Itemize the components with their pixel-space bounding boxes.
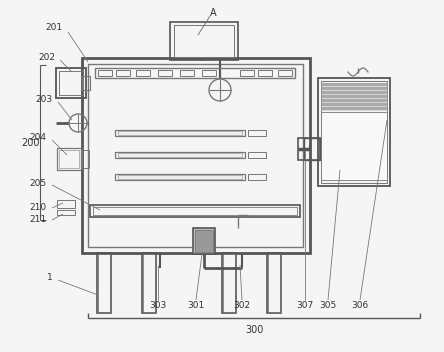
Bar bbox=[278, 70, 292, 76]
Bar bbox=[98, 70, 112, 76]
Bar bbox=[174, 25, 234, 57]
Text: 301: 301 bbox=[187, 302, 205, 310]
Bar bbox=[97, 253, 111, 313]
Bar bbox=[240, 70, 254, 76]
Text: 203: 203 bbox=[35, 94, 52, 103]
Bar bbox=[98, 254, 110, 312]
Bar bbox=[136, 70, 150, 76]
Bar bbox=[143, 254, 155, 312]
Text: 211: 211 bbox=[29, 215, 46, 225]
Bar bbox=[158, 70, 172, 76]
Bar bbox=[82, 58, 310, 253]
Bar bbox=[195, 230, 213, 252]
Bar bbox=[142, 253, 156, 313]
Bar bbox=[223, 254, 235, 312]
Text: 305: 305 bbox=[319, 302, 337, 310]
Text: 306: 306 bbox=[351, 302, 369, 310]
Text: 201: 201 bbox=[45, 24, 62, 32]
Bar bbox=[95, 68, 295, 78]
Bar bbox=[193, 228, 215, 254]
Bar bbox=[258, 70, 272, 76]
Bar bbox=[318, 78, 390, 186]
Bar bbox=[170, 22, 238, 60]
Bar bbox=[248, 174, 266, 180]
Bar bbox=[202, 70, 216, 76]
Text: 307: 307 bbox=[297, 302, 313, 310]
Text: A: A bbox=[210, 8, 216, 18]
Bar bbox=[57, 200, 75, 208]
Text: 300: 300 bbox=[245, 325, 263, 335]
Bar bbox=[88, 64, 303, 247]
Bar bbox=[118, 131, 242, 135]
Bar bbox=[321, 81, 387, 183]
Bar bbox=[267, 253, 281, 313]
Bar bbox=[59, 150, 79, 168]
Text: 303: 303 bbox=[149, 302, 166, 310]
Text: 202: 202 bbox=[38, 52, 55, 62]
Bar bbox=[268, 254, 280, 312]
Bar bbox=[118, 153, 242, 157]
Bar bbox=[115, 152, 245, 158]
Bar bbox=[59, 71, 83, 95]
Bar bbox=[56, 68, 86, 98]
Bar bbox=[115, 130, 245, 136]
Text: 1: 1 bbox=[47, 274, 53, 283]
Bar bbox=[57, 148, 81, 170]
Bar bbox=[116, 70, 130, 76]
Text: 205: 205 bbox=[29, 178, 46, 188]
Bar bbox=[115, 174, 245, 180]
Text: 200: 200 bbox=[21, 138, 39, 148]
Bar bbox=[93, 207, 297, 215]
Bar bbox=[248, 130, 266, 136]
Bar bbox=[248, 152, 266, 158]
Bar bbox=[82, 150, 89, 168]
Text: 210: 210 bbox=[29, 202, 46, 212]
Text: 204: 204 bbox=[29, 132, 46, 142]
Bar bbox=[90, 205, 300, 217]
Bar bbox=[321, 112, 387, 180]
Bar bbox=[118, 175, 242, 179]
Bar bbox=[304, 138, 320, 160]
Bar bbox=[298, 138, 320, 160]
Text: 302: 302 bbox=[234, 302, 250, 310]
Bar bbox=[82, 76, 90, 90]
Bar bbox=[180, 70, 194, 76]
Bar bbox=[222, 253, 236, 313]
Bar bbox=[57, 210, 75, 215]
